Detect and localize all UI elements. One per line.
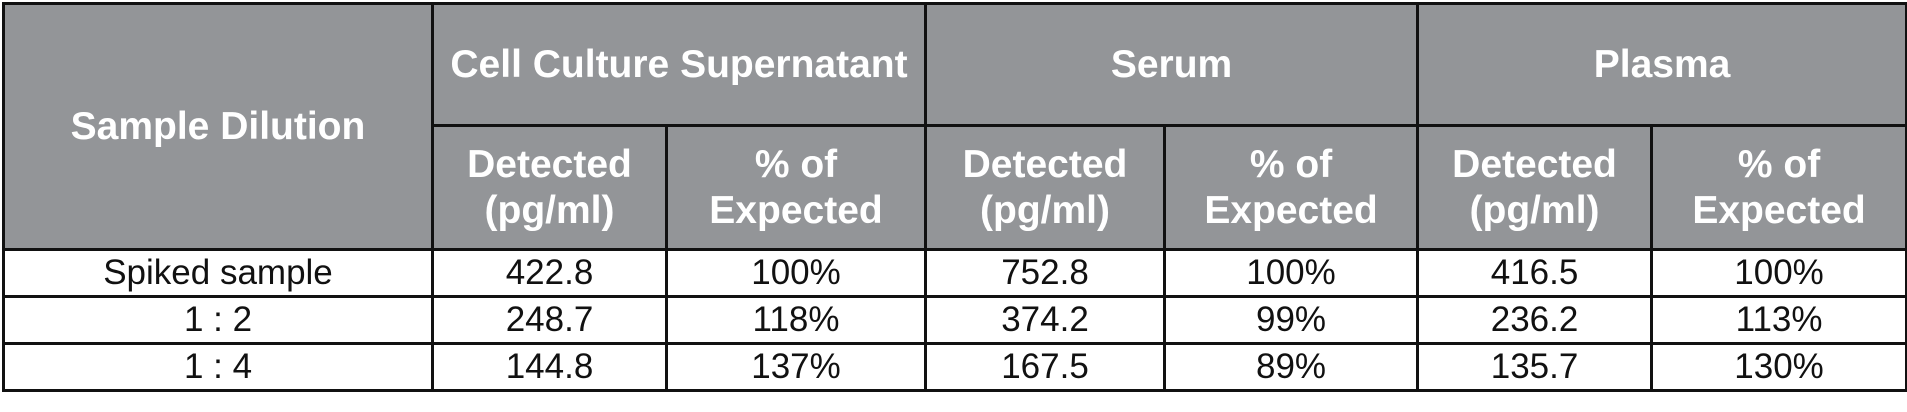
row-label: 1 : 4 <box>2 342 434 392</box>
subheader: % of Expected <box>1650 124 1907 251</box>
cell: 236.2 <box>1416 295 1654 345</box>
subheader: Detected (pg/ml) <box>924 124 1167 251</box>
data-row: 1 : 4 144.8 137% 167.5 89% 135.7 130% <box>2 342 1907 392</box>
subheader: % of Expected <box>1163 124 1420 251</box>
cell: 99% <box>1163 295 1420 345</box>
cell: 374.2 <box>924 295 1167 345</box>
cell: 422.8 <box>431 248 668 298</box>
cell: 135.7 <box>1416 342 1654 392</box>
subheader: Detected (pg/ml) <box>431 124 668 251</box>
cell: 113% <box>1650 295 1907 345</box>
group-header: Cell Culture Supernatant <box>430 2 928 127</box>
subheader: Detected (pg/ml) <box>1416 124 1654 251</box>
table-body: Spiked sample 422.8 100% 752.8 100% 416.5 100%… <box>2 248 1907 392</box>
cell: 100% <box>1163 248 1420 298</box>
data-row: Spiked sample 422.8 100% 752.8 100% 416.5 100% <box>2 248 1907 298</box>
row-header: Sample Dilution <box>2 2 434 251</box>
subheader: % of Expected <box>664 124 928 251</box>
cell: 144.8 <box>431 342 668 392</box>
cell: 89% <box>1163 342 1420 392</box>
group-header: Plasma <box>1416 2 1907 127</box>
cell: 100% <box>664 248 928 298</box>
cell: 118% <box>664 295 928 345</box>
cell: 752.8 <box>924 248 1167 298</box>
subheader-row: Detected (pg/ml)% of Expected Detected (p… <box>4 124 1907 251</box>
dilution-table: Sample Dilution Cell Culture Supernatant… <box>2 2 1907 392</box>
data-row: 1 : 2 248.7 118% 374.2 99% 236.2 113% <box>2 295 1907 345</box>
group-header: Serum <box>924 2 1420 127</box>
row-label: Spiked sample <box>2 248 434 298</box>
cell: 167.5 <box>924 342 1167 392</box>
cell: 416.5 <box>1416 248 1654 298</box>
cell: 100% <box>1650 248 1907 298</box>
row-label: 1 : 2 <box>2 295 434 345</box>
cell: 130% <box>1650 342 1907 392</box>
cell: 248.7 <box>431 295 668 345</box>
cell: 137% <box>664 342 928 392</box>
